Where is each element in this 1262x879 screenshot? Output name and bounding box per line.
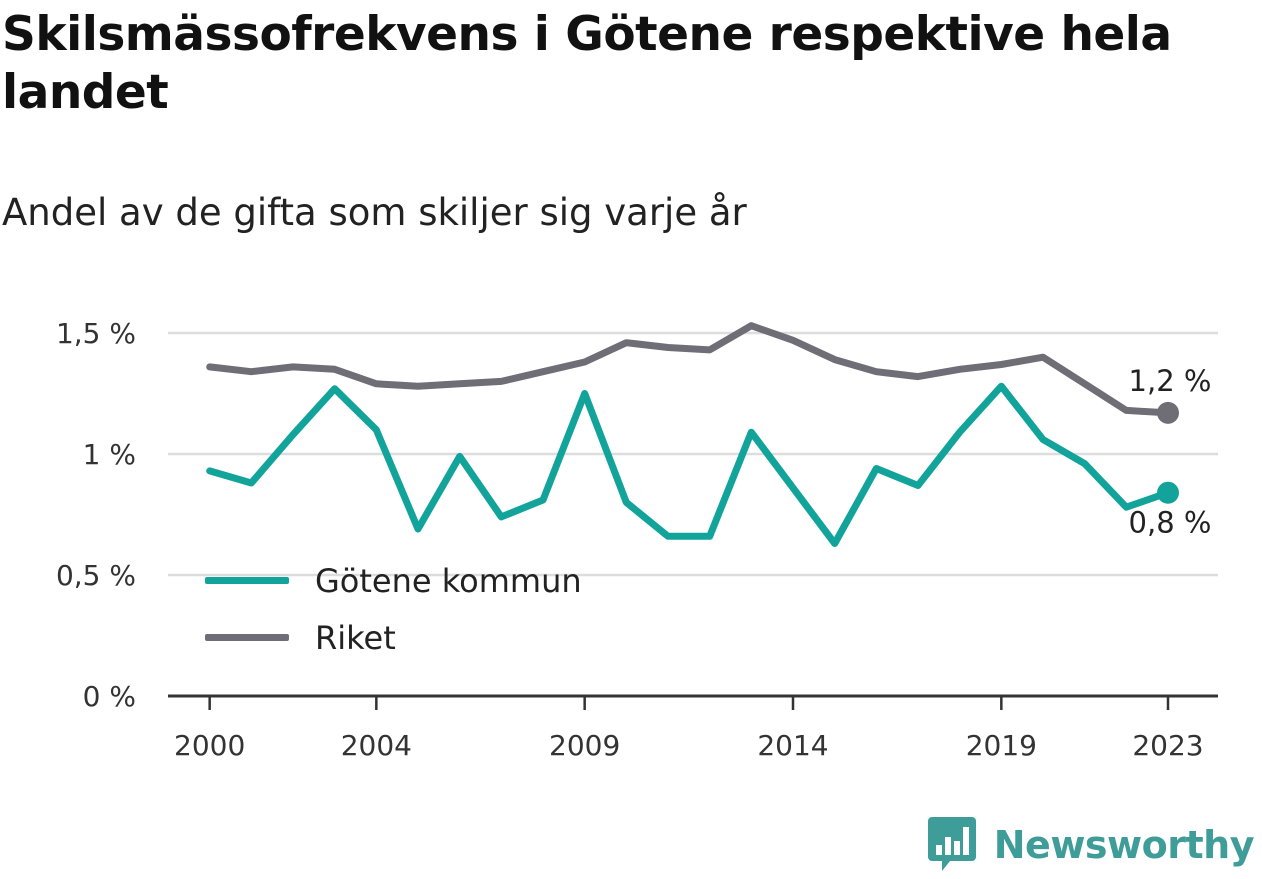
x-tick-label-5: 2023 [1132, 729, 1203, 762]
y-tick-label-2: 1 % [83, 438, 136, 471]
x-tick-label-2: 2009 [549, 729, 620, 762]
x-tick-label-4: 2019 [966, 729, 1037, 762]
brand-name: Newsworthy [993, 823, 1255, 867]
legend-label-riket: Riket [315, 618, 396, 657]
bar-chart-speech-bubble-icon [927, 817, 976, 871]
legend: Götene kommun Riket [205, 552, 582, 666]
x-tick-label-1: 2004 [341, 729, 412, 762]
y-tick-label-1: 0,5 % [56, 559, 136, 592]
series-line-riket [206, 322, 1172, 417]
brand-logo: Newsworthy [927, 817, 1255, 873]
legend-swatch-riket [205, 634, 289, 641]
legend-item-riket: Riket [205, 609, 582, 666]
end-label-gotene: 0,8 % [1129, 506, 1212, 540]
series-lines [206, 322, 1179, 547]
chart-subtitle: Andel av de gifta som skiljer sig varje … [2, 191, 747, 234]
legend-item-gotene: Götene kommun [205, 552, 582, 609]
legend-swatch-gotene [205, 577, 289, 584]
end-labels: 0,8 % 1,2 % [1126, 361, 1215, 543]
gridlines [168, 331, 1218, 577]
end-point-gotene [1157, 481, 1179, 504]
legend-label-gotene: Götene kommun [315, 561, 582, 600]
x-tick-label-3: 2014 [757, 729, 828, 762]
series-line-gotene [206, 382, 1172, 547]
y-tick-label-3: 1,5 % [56, 317, 136, 350]
y-tick-label-0: 0 % [83, 680, 136, 713]
axes: 0 % 0,5 % 1 % 1,5 % 2000 2004 2009 2014 2019 2023 [56, 317, 1218, 762]
end-point-riket [1157, 401, 1179, 424]
end-label-riket: 1,2 % [1129, 364, 1212, 398]
x-tick-label-0: 2000 [174, 729, 245, 762]
chart-title: Skilsmässofrekvens i Götene respektive h… [2, 7, 1172, 120]
